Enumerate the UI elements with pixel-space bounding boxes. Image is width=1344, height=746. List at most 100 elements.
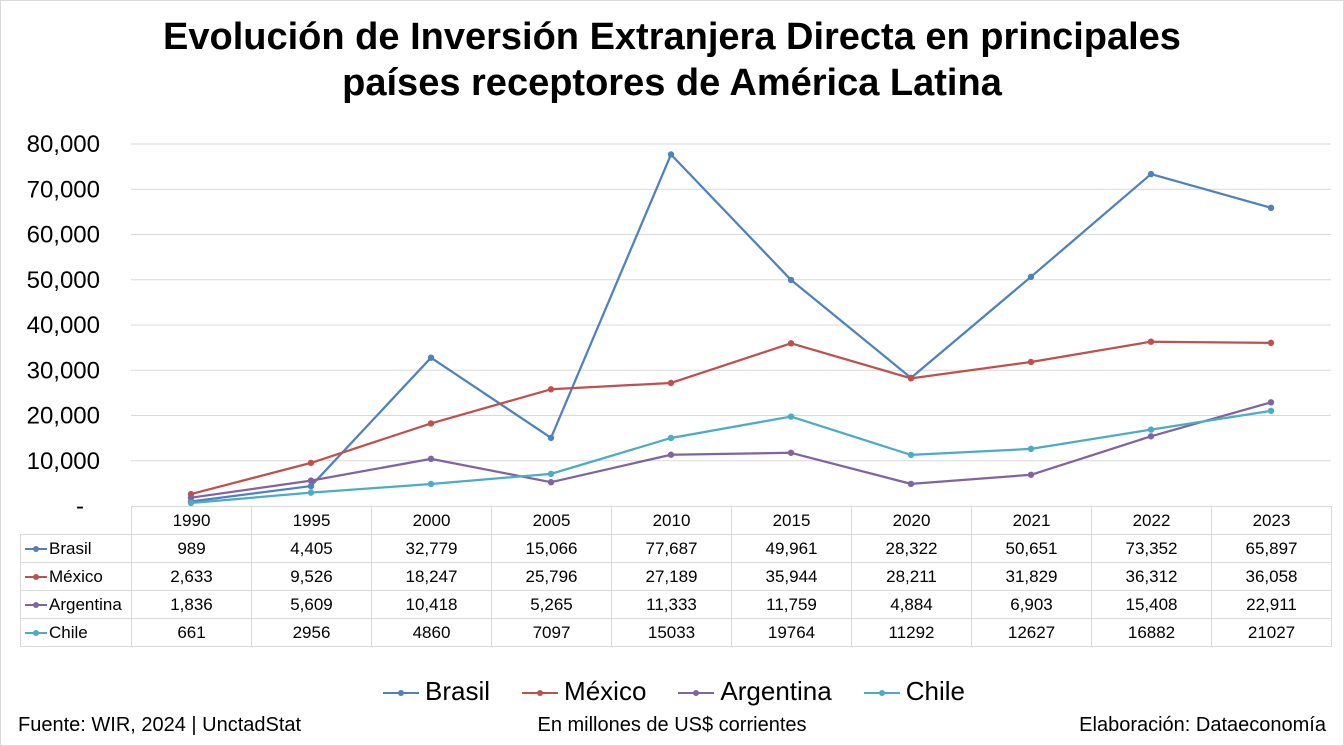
data-point-argentina — [427, 455, 435, 463]
legend-key-icon — [863, 688, 900, 698]
data-label: 4860 — [371, 618, 492, 647]
y-tick-label: 80,000 — [27, 131, 100, 158]
source-note: Fuente: WIR, 2024 | UnctadStat — [18, 714, 302, 736]
data-label: 21027 — [1211, 618, 1332, 647]
gridlines — [131, 143, 1331, 462]
data-point-mexico — [1267, 339, 1275, 347]
data-point-argentina — [547, 478, 555, 486]
data-point-chile — [907, 451, 915, 459]
series-name: México — [49, 566, 103, 586]
data-point-mexico — [547, 386, 555, 393]
data-point-chile — [667, 434, 675, 442]
legend-key-icon — [25, 572, 47, 582]
data-point-mexico — [427, 420, 435, 427]
data-label: 35,944 — [731, 562, 852, 591]
table-row: México 2,633 9,526 18,247 25,796 27,189 35,944… — [20, 562, 1332, 591]
data-point-argentina — [307, 477, 315, 484]
y-tick-label: 70,000 — [27, 176, 100, 203]
legend-key-icon — [25, 628, 47, 638]
data-point-argentina — [1267, 399, 1275, 406]
data-label: 15,066 — [491, 534, 612, 563]
legend-item: Chile — [860, 676, 965, 707]
y-tick-label: 50,000 — [27, 267, 100, 294]
x-tick-label: 1995 — [251, 506, 372, 535]
x-tick-label: 2021 — [971, 506, 1092, 535]
table-row: Chile 661 2956 4860 7097 15033 19764 11292 12627… — [20, 618, 1332, 647]
data-label: 661 — [131, 618, 252, 647]
data-point-argentina — [907, 480, 915, 488]
legend-label: Chile — [905, 676, 965, 706]
legend-key-icon — [522, 688, 559, 698]
x-tick-label: 2020 — [851, 506, 972, 535]
legend-item: México — [518, 676, 646, 707]
series-brasil — [187, 151, 1275, 505]
data-point-brasil — [787, 276, 795, 284]
table-row-label: Brasil — [20, 534, 132, 563]
data-point-mexico — [1027, 358, 1035, 366]
data-label: 31,829 — [971, 562, 1092, 591]
series-line-argentina — [190, 401, 1272, 499]
data-point-mexico — [667, 379, 675, 387]
data-label: 11,333 — [611, 590, 732, 619]
series-chile — [187, 407, 1275, 507]
data-point-chile — [1027, 445, 1035, 453]
series-name: Argentina — [49, 594, 122, 614]
data-label: 15,408 — [1091, 590, 1212, 619]
data-point-argentina — [787, 449, 795, 456]
table-row-label: México — [20, 562, 132, 591]
data-label: 12627 — [971, 618, 1092, 647]
data-label: 5,265 — [491, 590, 612, 619]
legend-key-icon — [25, 600, 47, 610]
series-lines — [187, 151, 1275, 507]
series-name: Brasil — [49, 538, 92, 558]
units-note: En millones de US$ corrientes — [537, 714, 807, 736]
x-tick-label: 1990 — [131, 506, 252, 535]
data-point-mexico — [787, 340, 795, 347]
table-row: Argentina 1,836 5,609 10,418 5,265 11,333 11,7… — [20, 590, 1332, 619]
data-label: 28,322 — [851, 534, 972, 563]
data-label: 5,609 — [251, 590, 372, 619]
x-tick-label: 2000 — [371, 506, 492, 535]
series-line-mexico — [190, 340, 1272, 496]
data-label: 73,352 — [1091, 534, 1212, 563]
data-point-chile — [1147, 426, 1155, 433]
series-name: Chile — [49, 622, 88, 642]
data-table: 1990 1995 2000 2005 2010 2015 2020 2021 2022 2023… — [20, 506, 1332, 647]
series-mexico — [187, 338, 1275, 498]
data-point-chile — [1267, 407, 1275, 415]
data-label: 36,312 — [1091, 562, 1212, 591]
series-argentina — [187, 399, 1275, 501]
chart-title: Evolución de Inversión Extranjera Direct… — [0, 14, 1344, 106]
table-row-label: Argentina — [20, 590, 132, 619]
data-label: 32,779 — [371, 534, 492, 563]
x-tick-label: 2023 — [1211, 506, 1332, 535]
data-label: 27,189 — [611, 562, 732, 591]
data-label: 9,526 — [251, 562, 372, 591]
legend-item: Argentina — [674, 676, 832, 707]
data-label: 36,058 — [1211, 562, 1332, 591]
legend-key-icon — [25, 544, 47, 554]
data-label: 11292 — [851, 618, 972, 647]
y-tick-label: 10,000 — [27, 448, 100, 475]
data-point-brasil — [547, 434, 555, 442]
x-tick-label: 2010 — [611, 506, 732, 535]
data-point-chile — [787, 413, 795, 420]
data-point-chile — [187, 499, 195, 507]
data-point-brasil — [307, 482, 315, 490]
y-tick-label: 60,000 — [27, 222, 100, 249]
data-point-mexico — [307, 459, 315, 467]
x-tick-label: 2022 — [1091, 506, 1212, 535]
data-label: 18,247 — [371, 562, 492, 591]
y-axis-ticks: -10,00020,00030,00040,00050,00060,00070,… — [27, 131, 100, 520]
y-tick-label: 20,000 — [27, 403, 100, 430]
legend-key-icon — [383, 688, 420, 698]
data-label: 11,759 — [731, 590, 852, 619]
data-label: 77,687 — [611, 534, 732, 563]
data-label: 7097 — [491, 618, 612, 647]
legend-label: Argentina — [720, 676, 832, 706]
table-header-row: 1990 1995 2000 2005 2010 2015 2020 2021 2022 2023 — [20, 506, 1332, 535]
data-label: 50,651 — [971, 534, 1092, 563]
data-point-brasil — [667, 151, 675, 158]
data-point-argentina — [667, 451, 675, 458]
data-point-chile — [427, 480, 435, 488]
